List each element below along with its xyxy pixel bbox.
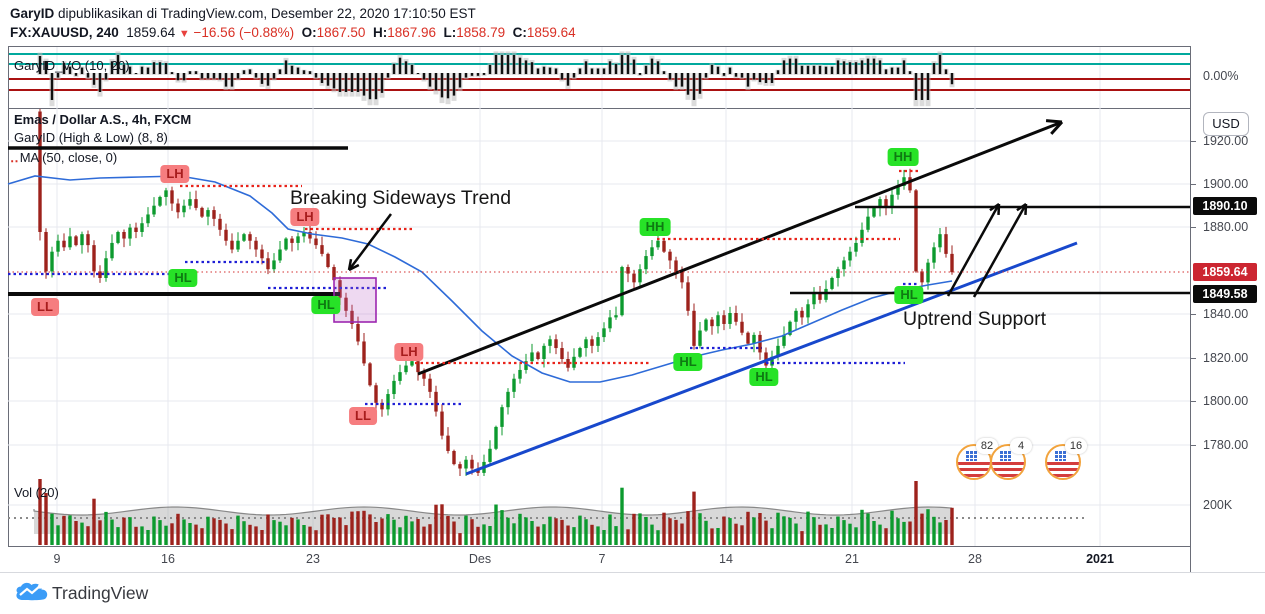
axis-tick-mark bbox=[1191, 184, 1196, 185]
currency-unit-button[interactable]: USD bbox=[1203, 112, 1249, 136]
time-tick-label: 7 bbox=[598, 552, 606, 566]
author-name: GaryID bbox=[10, 6, 55, 21]
volume-pane[interactable] bbox=[8, 478, 1191, 547]
symbol-bar: FX:XAUUSD, 240 1859.64 ▼ −16.56 (−0.88%)… bbox=[10, 25, 576, 40]
open-value: 1867.50 bbox=[316, 25, 366, 40]
volume-scale-label: 200K bbox=[1203, 498, 1233, 512]
indicator-zero-label: 0.00% bbox=[1203, 69, 1239, 83]
main-legend-title[interactable]: Emas / Dollar A.S., 4h, FXCM bbox=[14, 112, 192, 127]
axis-tick-mark bbox=[1191, 401, 1196, 402]
structure-badge-hl: HL bbox=[894, 286, 924, 304]
axis-tick-mark bbox=[1191, 314, 1196, 315]
ma-label: MA (50, close, 0) bbox=[19, 150, 118, 165]
price-axis[interactable]: 1920.00 1900.00 1880.00 1840.00 1820.00 1800.… bbox=[1190, 46, 1265, 572]
symbol-name[interactable]: FX:XAUUSD, 240 bbox=[10, 25, 119, 40]
high-label: H: bbox=[372, 25, 388, 40]
byline: GaryID dipublikasikan di TradingView.com… bbox=[10, 6, 476, 21]
emoji-building bbox=[1054, 450, 1067, 461]
price-tick-label: 1820.00 bbox=[1203, 351, 1249, 365]
structure-badge-lh: LH bbox=[394, 343, 424, 361]
bank-flag-emoji-art bbox=[958, 446, 990, 478]
time-tick-label: 28 bbox=[968, 552, 982, 566]
structure-badge-lh: LH bbox=[160, 165, 190, 183]
price-tick-label: 1880.00 bbox=[1203, 220, 1249, 234]
bank-flag-emoji-art bbox=[992, 446, 1024, 478]
emoji-building bbox=[999, 450, 1012, 461]
volume-legend[interactable]: Vol (20) bbox=[14, 485, 59, 500]
byline-text: dipublikasikan di TradingView.com, Desem… bbox=[54, 6, 476, 21]
axis-tick-mark bbox=[1191, 227, 1196, 228]
indicator-pane[interactable] bbox=[8, 46, 1191, 110]
structure-badge-hl: HL bbox=[673, 353, 703, 371]
structure-badge-lh: LH bbox=[290, 208, 320, 226]
main-legend-ma[interactable]: ‥MA (50, close, 0) bbox=[10, 150, 117, 166]
emoji-flag-stripes bbox=[1047, 462, 1079, 478]
emoji-building bbox=[965, 450, 978, 461]
structure-badge-hl: HL bbox=[168, 269, 198, 287]
footer-bar bbox=[0, 572, 1265, 614]
reaction-count: 82 bbox=[976, 438, 998, 454]
bank-flag-emoji-art bbox=[1047, 446, 1079, 478]
price-tick-label: 1920.00 bbox=[1203, 134, 1249, 148]
axis-tick-mark bbox=[1191, 445, 1196, 446]
structure-badge-hh: HH bbox=[639, 218, 671, 236]
structure-badge-ll: LL bbox=[31, 298, 59, 316]
time-axis[interactable]: 9 16 23 Des 7 14 21 28 2021 bbox=[8, 547, 1190, 572]
close-label: C: bbox=[512, 25, 527, 40]
structure-badge-hl: HL bbox=[749, 368, 779, 386]
emoji-flag-stripes bbox=[958, 462, 990, 478]
last-price: 1859.64 bbox=[126, 25, 176, 40]
chart-annotation-1: Uptrend Support bbox=[903, 308, 1047, 330]
main-legend-highlow[interactable]: GaryID (High & Low) (8, 8) bbox=[14, 130, 168, 145]
reaction-bank-flag-emoji[interactable] bbox=[990, 444, 1026, 480]
price-tick-label: 1780.00 bbox=[1203, 438, 1249, 452]
structure-badge-hh: HH bbox=[887, 148, 919, 166]
price-tick-label: 1840.00 bbox=[1203, 307, 1249, 321]
axis-tick-mark bbox=[1191, 358, 1196, 359]
reaction-bank-flag-emoji[interactable] bbox=[1045, 444, 1081, 480]
open-label: O: bbox=[301, 25, 317, 40]
price-change: −16.56 (−0.88%) bbox=[193, 25, 295, 40]
axis-tick-mark bbox=[1191, 141, 1196, 142]
time-tick-label: 21 bbox=[845, 552, 859, 566]
reaction-count: 16 bbox=[1065, 438, 1087, 454]
emoji-flag-stripes bbox=[992, 462, 1024, 478]
ma-color-swatch: ‥ bbox=[10, 150, 20, 165]
price-tick-label: 1800.00 bbox=[1203, 394, 1249, 408]
price-badge: 1890.10 bbox=[1193, 197, 1257, 215]
high-value: 1867.96 bbox=[387, 25, 437, 40]
time-tick-label: 14 bbox=[719, 552, 733, 566]
low-value: 1858.79 bbox=[456, 25, 506, 40]
time-tick-label: 2021 bbox=[1086, 552, 1114, 566]
close-value: 1859.64 bbox=[526, 25, 576, 40]
time-tick-label: 16 bbox=[161, 552, 175, 566]
price-tick-label: 1900.00 bbox=[1203, 177, 1249, 191]
price-badge: 1859.64 bbox=[1193, 263, 1257, 281]
price-badge: 1849.58 bbox=[1193, 285, 1257, 303]
chart-annotation-0: Breaking Sideways Trend bbox=[290, 187, 512, 209]
structure-badge-ll: LL bbox=[349, 407, 377, 425]
tradingview-brand-text[interactable]: TradingView bbox=[52, 583, 149, 603]
time-tick-label: 23 bbox=[306, 552, 320, 566]
down-triangle-icon: ▼ bbox=[178, 28, 190, 40]
time-tick-label: Des bbox=[468, 552, 492, 566]
time-tick-label: 9 bbox=[53, 552, 61, 566]
low-label: L: bbox=[443, 25, 457, 40]
indicator-legend[interactable]: GaryID_VO (10, 20) bbox=[14, 58, 130, 73]
reaction-count: 4 bbox=[1010, 438, 1032, 454]
structure-badge-hl: HL bbox=[311, 296, 341, 314]
